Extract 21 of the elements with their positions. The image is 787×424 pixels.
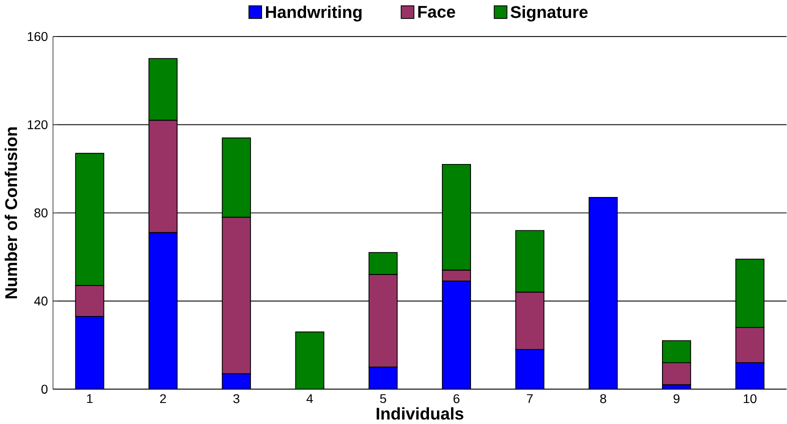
x-tick-label: 9 <box>674 394 680 404</box>
y-tick-label: 0 <box>41 384 48 394</box>
x-tick-label: 8 <box>600 394 606 404</box>
y-tick-label: 80 <box>34 208 48 218</box>
y-tick-label: 160 <box>28 32 48 41</box>
x-tick-label: 4 <box>306 394 313 403</box>
y-axis-title: Number of Confusion <box>4 127 18 298</box>
legend-label: Face <box>418 6 456 18</box>
x-tick-label: 10 <box>744 394 756 404</box>
x-tick-label: 6 <box>454 394 460 404</box>
x-tick-label: 7 <box>526 394 533 403</box>
legend-label: Signature <box>510 5 588 22</box>
x-tick-label: 2 <box>160 394 166 403</box>
legend-label: Handwriting <box>266 5 362 22</box>
y-tick-label: 120 <box>28 120 48 130</box>
x-tick-label: 3 <box>233 394 240 404</box>
y-tick-label: 40 <box>34 296 48 306</box>
x-tick-label: 1 <box>87 394 93 403</box>
x-tick-label: 5 <box>380 394 386 403</box>
x-axis-title: Individuals <box>376 407 464 420</box>
bar <box>295 331 324 390</box>
